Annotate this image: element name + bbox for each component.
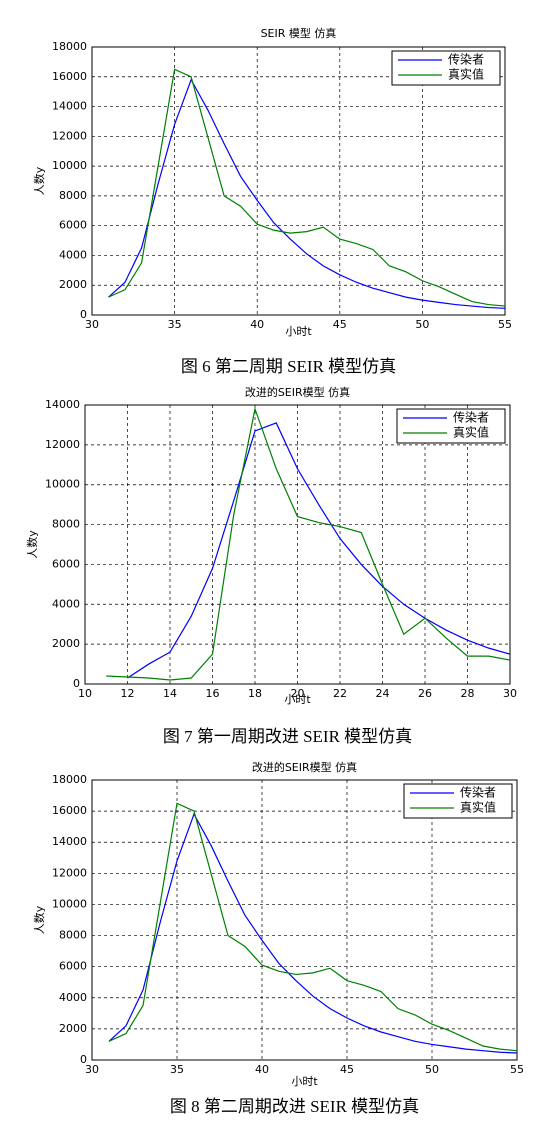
- x-axis-label: 小时t: [291, 1075, 318, 1088]
- x-tick-label: 14: [163, 687, 177, 700]
- y-tick-label: 2000: [52, 637, 80, 650]
- data-line: [108, 68, 506, 307]
- legend: [396, 408, 506, 444]
- x-tick-label: 26: [418, 687, 432, 700]
- y-tick-label: 8000: [59, 189, 87, 202]
- x-tick-label: 24: [376, 687, 390, 700]
- y-tick-label: 0: [80, 1053, 87, 1066]
- x-axis-label: 小时t: [284, 693, 311, 706]
- x-tick-label: 30: [85, 318, 99, 331]
- caption: 图 8 第二周期改进 SEIR 模型仿真: [170, 1097, 419, 1116]
- y-tick-label: 10000: [45, 478, 80, 491]
- x-tick-label: 16: [206, 687, 220, 700]
- y-tick-label: 10000: [52, 897, 87, 910]
- y-tick-label: 6000: [59, 960, 87, 973]
- x-tick-label: 55: [510, 1063, 524, 1076]
- y-axis-label: 人数y: [26, 530, 39, 559]
- caption: 图 7 第一周期改进 SEIR 模型仿真: [163, 727, 412, 746]
- y-tick-label: 0: [73, 677, 80, 690]
- x-tick-label: 10: [78, 687, 92, 700]
- x-tick-label: 35: [168, 318, 182, 331]
- y-tick-label: 4000: [59, 248, 87, 261]
- legend-label: 真实值: [448, 67, 484, 82]
- y-tick-label: 18000: [52, 40, 87, 53]
- x-tick-label: 50: [415, 318, 429, 331]
- y-tick-label: 4000: [59, 991, 87, 1004]
- legend-label: 传染者: [460, 785, 496, 800]
- legend-label: 真实值: [453, 425, 489, 440]
- y-tick-label: 14000: [52, 100, 87, 113]
- y-tick-label: 12000: [45, 438, 80, 451]
- y-tick-label: 8000: [52, 518, 80, 531]
- y-tick-label: 6000: [59, 219, 87, 232]
- x-tick-label: 40: [250, 318, 264, 331]
- y-tick-label: 0: [80, 308, 87, 321]
- y-tick-label: 12000: [52, 866, 87, 879]
- legend-label: 传染者: [448, 52, 484, 67]
- chart-title: 改进的SEIR模型 仿真: [245, 385, 350, 399]
- legend: [403, 783, 513, 819]
- data-line: [127, 422, 511, 679]
- x-tick-label: 30: [85, 1063, 99, 1076]
- legend-label: 真实值: [460, 800, 496, 815]
- legend-label: 传染者: [453, 410, 489, 425]
- y-tick-label: 18000: [52, 773, 87, 786]
- x-tick-label: 35: [170, 1063, 184, 1076]
- y-tick-label: 12000: [52, 129, 87, 142]
- x-tick-label: 30: [503, 687, 517, 700]
- data-line: [108, 802, 518, 1052]
- y-tick-label: 16000: [52, 70, 87, 83]
- caption: 图 6 第二周期 SEIR 模型仿真: [181, 357, 396, 376]
- plot-area: [91, 779, 518, 1061]
- y-tick-label: 4000: [52, 597, 80, 610]
- legend: [391, 50, 501, 86]
- y-tick-label: 14000: [52, 835, 87, 848]
- y-tick-label: 10000: [52, 159, 87, 172]
- x-tick-label: 20: [291, 687, 305, 700]
- x-tick-label: 50: [425, 1063, 439, 1076]
- y-tick-label: 6000: [52, 557, 80, 570]
- y-axis-label: 人数y: [33, 166, 46, 195]
- y-tick-label: 16000: [52, 804, 87, 817]
- x-tick-label: 45: [340, 1063, 354, 1076]
- x-tick-label: 12: [121, 687, 135, 700]
- data-line: [108, 812, 518, 1054]
- plot-area: [91, 46, 506, 316]
- data-line: [106, 406, 511, 681]
- chart-title: 改进的SEIR模型 仿真: [252, 760, 357, 774]
- y-tick-label: 2000: [59, 278, 87, 291]
- y-tick-label: 2000: [59, 1022, 87, 1035]
- x-tick-label: 45: [333, 318, 347, 331]
- x-tick-label: 28: [461, 687, 475, 700]
- x-tick-label: 18: [248, 687, 262, 700]
- y-tick-label: 8000: [59, 929, 87, 942]
- x-tick-label: 22: [333, 687, 347, 700]
- data-line: [108, 78, 506, 309]
- chart-title: SEIR 模型 仿真: [261, 26, 337, 40]
- x-axis-label: 小时t: [285, 325, 312, 338]
- y-tick-label: 14000: [45, 398, 80, 411]
- x-tick-label: 40: [255, 1063, 269, 1076]
- x-tick-label: 55: [498, 318, 512, 331]
- y-axis-label: 人数y: [33, 905, 46, 934]
